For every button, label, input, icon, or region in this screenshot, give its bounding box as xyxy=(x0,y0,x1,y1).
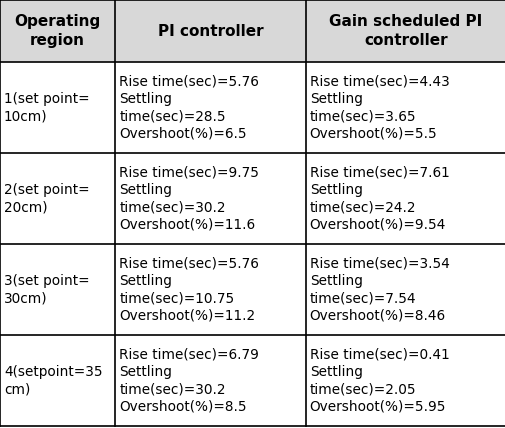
Text: Operating
region: Operating region xyxy=(15,14,100,48)
Text: Rise time(sec)=0.41
Settling
time(sec)=2.05
Overshoot(%)=5.95: Rise time(sec)=0.41 Settling time(sec)=2… xyxy=(309,348,448,413)
Text: 1(set point=
10cm): 1(set point= 10cm) xyxy=(4,92,89,123)
Text: Rise time(sec)=4.43
Settling
time(sec)=3.65
Overshoot(%)=5.5: Rise time(sec)=4.43 Settling time(sec)=3… xyxy=(309,74,448,140)
Bar xyxy=(0,335,505,426)
Bar xyxy=(0,0,505,62)
Bar xyxy=(0,244,505,335)
Text: PI controller: PI controller xyxy=(158,24,263,39)
Text: Rise time(sec)=7.61
Settling
time(sec)=24.2
Overshoot(%)=9.54: Rise time(sec)=7.61 Settling time(sec)=2… xyxy=(309,166,448,232)
Bar xyxy=(0,153,505,244)
Text: 4(setpoint=35
cm): 4(setpoint=35 cm) xyxy=(4,365,103,396)
Text: Rise time(sec)=5.76
Settling
time(sec)=28.5
Overshoot(%)=6.5: Rise time(sec)=5.76 Settling time(sec)=2… xyxy=(119,74,259,140)
Text: Rise time(sec)=3.54
Settling
time(sec)=7.54
Overshoot(%)=8.46: Rise time(sec)=3.54 Settling time(sec)=7… xyxy=(309,256,448,322)
Text: 2(set point=
20cm): 2(set point= 20cm) xyxy=(4,183,89,214)
Bar xyxy=(0,62,505,153)
Text: Rise time(sec)=6.79
Settling
time(sec)=30.2
Overshoot(%)=8.5: Rise time(sec)=6.79 Settling time(sec)=3… xyxy=(119,348,259,413)
Text: Rise time(sec)=5.76
Settling
time(sec)=10.75
Overshoot(%)=11.2: Rise time(sec)=5.76 Settling time(sec)=1… xyxy=(119,256,259,322)
Text: Gain scheduled PI
controller: Gain scheduled PI controller xyxy=(329,14,481,48)
Text: Rise time(sec)=9.75
Settling
time(sec)=30.2
Overshoot(%)=11.6: Rise time(sec)=9.75 Settling time(sec)=3… xyxy=(119,166,259,232)
Text: 3(set point=
30cm): 3(set point= 30cm) xyxy=(4,274,89,305)
